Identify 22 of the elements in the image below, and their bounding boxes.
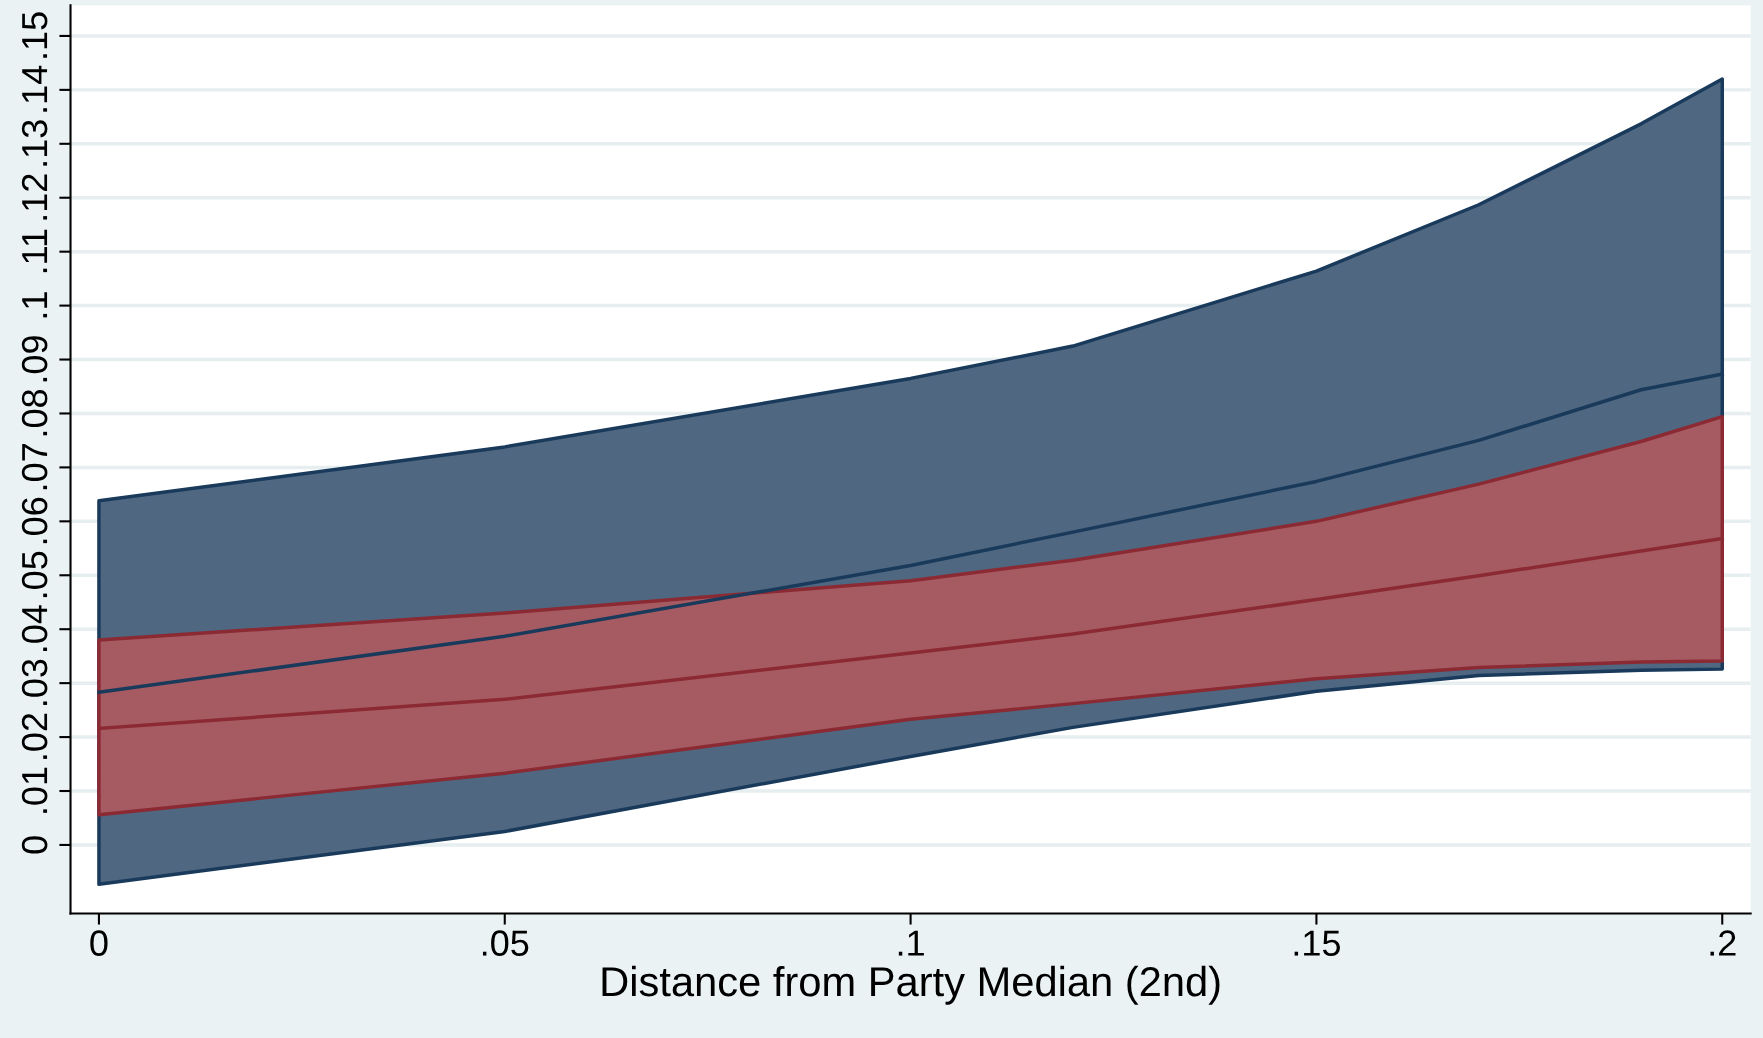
x-tick-label: .2 (1710, 930, 1736, 956)
x-tick-label: .05 (482, 930, 529, 956)
y-tick-label: .11 (22, 229, 48, 273)
y-tick-label: .15 (22, 12, 48, 58)
y-tick-label: .05 (21, 551, 48, 598)
y-tick-label: .09 (21, 336, 48, 382)
y-tick-label: .06 (21, 497, 48, 544)
x-axis-title: Distance from Party Median (2nd) (602, 965, 1220, 1005)
y-tick-label: .08 (21, 389, 48, 436)
y-tick-label: .12 (21, 174, 48, 220)
y-tick-label: .14 (22, 65, 48, 112)
y-tick-label: .07 (21, 444, 48, 490)
y-tick-label: .02 (21, 713, 48, 759)
y-tick-label: .03 (21, 659, 48, 705)
x-tick-label: .1 (898, 930, 924, 956)
x-tick-label: 0 (90, 930, 108, 956)
y-tick-label: .04 (21, 605, 48, 652)
y-tick-label: 0 (21, 836, 48, 854)
y-tick-label: .01 (21, 767, 48, 813)
x-tick-label: .15 (1294, 930, 1341, 956)
y-tick-label: .1 (22, 292, 48, 318)
y-tick-label: .13 (21, 120, 48, 166)
